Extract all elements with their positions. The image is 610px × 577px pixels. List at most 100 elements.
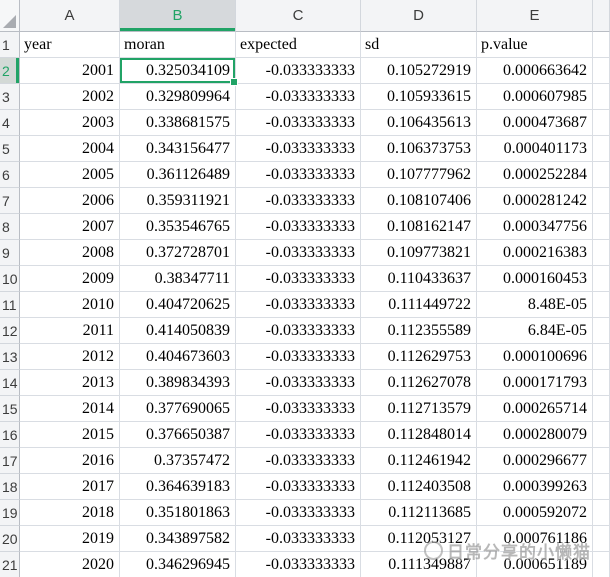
cell-E19[interactable]: 0.000592072	[477, 500, 593, 526]
cell-D21[interactable]: 0.111349887	[361, 552, 477, 577]
cell-F17[interactable]	[593, 448, 610, 474]
cell-B12[interactable]: 0.414050839	[120, 318, 236, 344]
cell-B17[interactable]: 0.37357472	[120, 448, 236, 474]
cell-B16[interactable]: 0.376650387	[120, 422, 236, 448]
column-header-A[interactable]: A	[20, 0, 120, 32]
cell-B3[interactable]: 0.329809964	[120, 84, 236, 110]
cell-E6[interactable]: 0.000252284	[477, 162, 593, 188]
cell-B14[interactable]: 0.389834393	[120, 370, 236, 396]
cell-F1[interactable]	[593, 32, 610, 58]
row-header-21[interactable]: 21	[0, 552, 20, 577]
cell-E9[interactable]: 0.000216383	[477, 240, 593, 266]
cell-E16[interactable]: 0.000280079	[477, 422, 593, 448]
cell-D17[interactable]: 0.112461942	[361, 448, 477, 474]
cell-E17[interactable]: 0.000296677	[477, 448, 593, 474]
row-header-12[interactable]: 12	[0, 318, 20, 344]
column-header-D[interactable]: D	[361, 0, 477, 32]
cell-A12[interactable]: 2011	[20, 318, 120, 344]
cell-F20[interactable]	[593, 526, 610, 552]
cell-C13[interactable]: -0.033333333	[236, 344, 361, 370]
cell-C9[interactable]: -0.033333333	[236, 240, 361, 266]
cell-E3[interactable]: 0.000607985	[477, 84, 593, 110]
cell-D11[interactable]: 0.111449722	[361, 292, 477, 318]
cell-D3[interactable]: 0.105933615	[361, 84, 477, 110]
cell-A1[interactable]: year	[20, 32, 120, 58]
cell-F5[interactable]	[593, 136, 610, 162]
cell-D6[interactable]: 0.107777962	[361, 162, 477, 188]
cell-A6[interactable]: 2005	[20, 162, 120, 188]
cell-A19[interactable]: 2018	[20, 500, 120, 526]
row-header-11[interactable]: 11	[0, 292, 20, 318]
cell-F2[interactable]	[593, 58, 610, 84]
cell-B7[interactable]: 0.359311921	[120, 188, 236, 214]
cell-B19[interactable]: 0.351801863	[120, 500, 236, 526]
cell-A13[interactable]: 2012	[20, 344, 120, 370]
cell-D12[interactable]: 0.112355589	[361, 318, 477, 344]
row-header-20[interactable]: 20	[0, 526, 20, 552]
cell-E7[interactable]: 0.000281242	[477, 188, 593, 214]
cell-D8[interactable]: 0.108162147	[361, 214, 477, 240]
cell-D19[interactable]: 0.112113685	[361, 500, 477, 526]
cell-C11[interactable]: -0.033333333	[236, 292, 361, 318]
cell-D14[interactable]: 0.112627078	[361, 370, 477, 396]
cell-C6[interactable]: -0.033333333	[236, 162, 361, 188]
cell-C14[interactable]: -0.033333333	[236, 370, 361, 396]
cell-B4[interactable]: 0.338681575	[120, 110, 236, 136]
cell-A4[interactable]: 2003	[20, 110, 120, 136]
cell-B6[interactable]: 0.361126489	[120, 162, 236, 188]
row-header-6[interactable]: 6	[0, 162, 20, 188]
cell-A3[interactable]: 2002	[20, 84, 120, 110]
cell-A16[interactable]: 2015	[20, 422, 120, 448]
cell-C3[interactable]: -0.033333333	[236, 84, 361, 110]
cell-E15[interactable]: 0.000265714	[477, 396, 593, 422]
cell-E20[interactable]: 0.000761186	[477, 526, 593, 552]
cell-E11[interactable]: 8.48E-05	[477, 292, 593, 318]
cell-C2[interactable]: -0.033333333	[236, 58, 361, 84]
cell-B8[interactable]: 0.353546765	[120, 214, 236, 240]
cell-F3[interactable]	[593, 84, 610, 110]
cell-C10[interactable]: -0.033333333	[236, 266, 361, 292]
cell-F18[interactable]	[593, 474, 610, 500]
row-header-8[interactable]: 8	[0, 214, 20, 240]
column-header-C[interactable]: C	[236, 0, 361, 32]
cell-D18[interactable]: 0.112403508	[361, 474, 477, 500]
cell-F19[interactable]	[593, 500, 610, 526]
cell-A21[interactable]: 2020	[20, 552, 120, 577]
row-header-5[interactable]: 5	[0, 136, 20, 162]
row-header-16[interactable]: 16	[0, 422, 20, 448]
row-header-4[interactable]: 4	[0, 110, 20, 136]
cell-A15[interactable]: 2014	[20, 396, 120, 422]
cell-A10[interactable]: 2009	[20, 266, 120, 292]
row-header-19[interactable]: 19	[0, 500, 20, 526]
cell-F4[interactable]	[593, 110, 610, 136]
cell-D20[interactable]: 0.112053127	[361, 526, 477, 552]
cell-A7[interactable]: 2006	[20, 188, 120, 214]
cell-A8[interactable]: 2007	[20, 214, 120, 240]
cell-B13[interactable]: 0.404673603	[120, 344, 236, 370]
cell-E2[interactable]: 0.000663642	[477, 58, 593, 84]
row-header-18[interactable]: 18	[0, 474, 20, 500]
row-header-1[interactable]: 1	[0, 32, 20, 58]
cell-B5[interactable]: 0.343156477	[120, 136, 236, 162]
cell-E12[interactable]: 6.84E-05	[477, 318, 593, 344]
cell-F9[interactable]	[593, 240, 610, 266]
cell-E5[interactable]: 0.000401173	[477, 136, 593, 162]
column-header-B[interactable]: B	[120, 0, 236, 32]
cell-D4[interactable]: 0.106435613	[361, 110, 477, 136]
row-header-10[interactable]: 10	[0, 266, 20, 292]
cell-F16[interactable]	[593, 422, 610, 448]
cell-C17[interactable]: -0.033333333	[236, 448, 361, 474]
cell-B11[interactable]: 0.404720625	[120, 292, 236, 318]
cell-F13[interactable]	[593, 344, 610, 370]
cell-C21[interactable]: -0.033333333	[236, 552, 361, 577]
row-header-15[interactable]: 15	[0, 396, 20, 422]
cell-F7[interactable]	[593, 188, 610, 214]
cell-D13[interactable]: 0.112629753	[361, 344, 477, 370]
cell-A2[interactable]: 2001	[20, 58, 120, 84]
row-header-3[interactable]: 3	[0, 84, 20, 110]
cell-A14[interactable]: 2013	[20, 370, 120, 396]
cell-D5[interactable]: 0.106373753	[361, 136, 477, 162]
cell-B1[interactable]: moran	[120, 32, 236, 58]
cell-D16[interactable]: 0.112848014	[361, 422, 477, 448]
cell-B9[interactable]: 0.372728701	[120, 240, 236, 266]
